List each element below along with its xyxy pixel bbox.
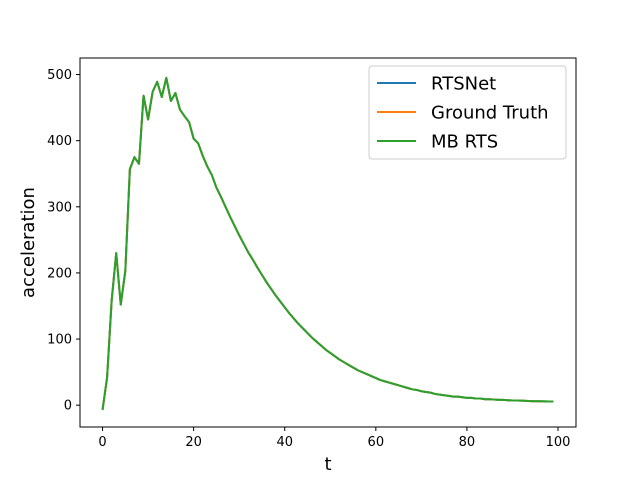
- plot-area: [101, 76, 554, 410]
- x-tick-label: 100: [546, 435, 571, 450]
- legend-label-mb-rts: MB RTS: [431, 132, 498, 153]
- legend-box: [368, 65, 567, 160]
- y-tick-label: 100: [47, 333, 72, 348]
- x-axis-ticks: 0 20 40 60 80 100: [98, 427, 570, 450]
- legend-label-ground-truth: Ground Truth: [431, 103, 549, 124]
- plot-frame: [79, 57, 577, 428]
- x-tick-label: 40: [276, 435, 293, 450]
- legend-label-rtsnet: RTSNet: [431, 74, 496, 95]
- x-tick-label: 80: [459, 435, 476, 450]
- y-tick-label: 200: [47, 266, 72, 281]
- x-tick-label: 0: [98, 435, 106, 450]
- y-axis-label: acceleration: [18, 187, 39, 298]
- series-line-mb-rts: [101, 76, 554, 410]
- y-tick-label: 0: [64, 399, 72, 414]
- y-tick-label: 500: [47, 68, 72, 83]
- x-tick-label: 20: [185, 435, 202, 450]
- y-tick-label: 400: [47, 134, 72, 149]
- legend: RTSNet Ground Truth MB RTS: [368, 65, 567, 160]
- x-tick-label: 60: [368, 435, 385, 450]
- y-axis-ticks: 0 100 200 300 400 500: [47, 68, 80, 414]
- x-axis-label: t: [324, 454, 331, 475]
- y-tick-label: 300: [47, 200, 72, 215]
